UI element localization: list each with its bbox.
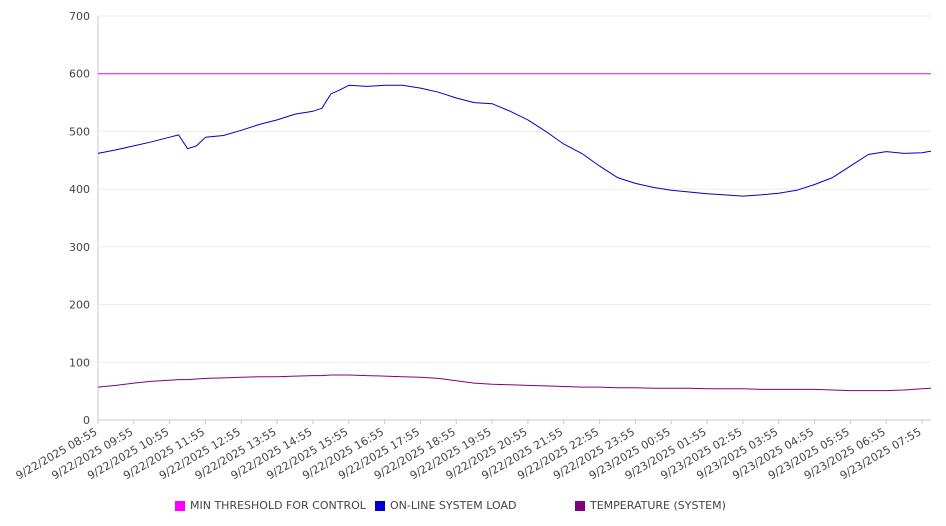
legend-swatch-system-load (375, 500, 385, 511)
y-tick-label: 200 (69, 299, 90, 312)
y-axis-ticks: 0 100 200 300 400 500 600 700 (69, 10, 90, 427)
legend-item-min-threshold[interactable]: MIN THRESHOLD FOR CONTROL (175, 499, 366, 512)
y-tick-label: 100 (69, 356, 90, 369)
legend-label-temperature: TEMPERATURE (SYSTEM) (590, 499, 726, 512)
legend-label-system-load: ON-LINE SYSTEM LOAD (390, 499, 517, 512)
axes (97, 16, 931, 421)
legend-swatch-temperature (575, 500, 585, 511)
y-tick-label: 500 (69, 125, 90, 138)
legend-swatch-min-threshold (175, 500, 185, 511)
legend-item-temperature[interactable]: TEMPERATURE (SYSTEM) (575, 499, 726, 512)
legend: MIN THRESHOLD FOR CONTROL ON-LINE SYSTEM… (0, 499, 946, 515)
y-tick-label: 700 (69, 10, 90, 23)
y-tick-label: 600 (69, 68, 90, 81)
series-line-2 (97, 374, 932, 392)
x-axis-ticks: 9/22/2025 08:559/22/2025 09:559/22/2025 … (14, 420, 924, 482)
series-layer (97, 73, 932, 392)
series-line-1 (97, 84, 932, 197)
y-tick-label: 300 (69, 241, 90, 254)
legend-item-system-load[interactable]: ON-LINE SYSTEM LOAD (375, 499, 516, 512)
y-tick-label: 0 (83, 414, 90, 427)
grid (98, 15, 931, 421)
y-tick-label: 400 (69, 183, 90, 196)
legend-label-min-threshold: MIN THRESHOLD FOR CONTROL (190, 499, 366, 512)
